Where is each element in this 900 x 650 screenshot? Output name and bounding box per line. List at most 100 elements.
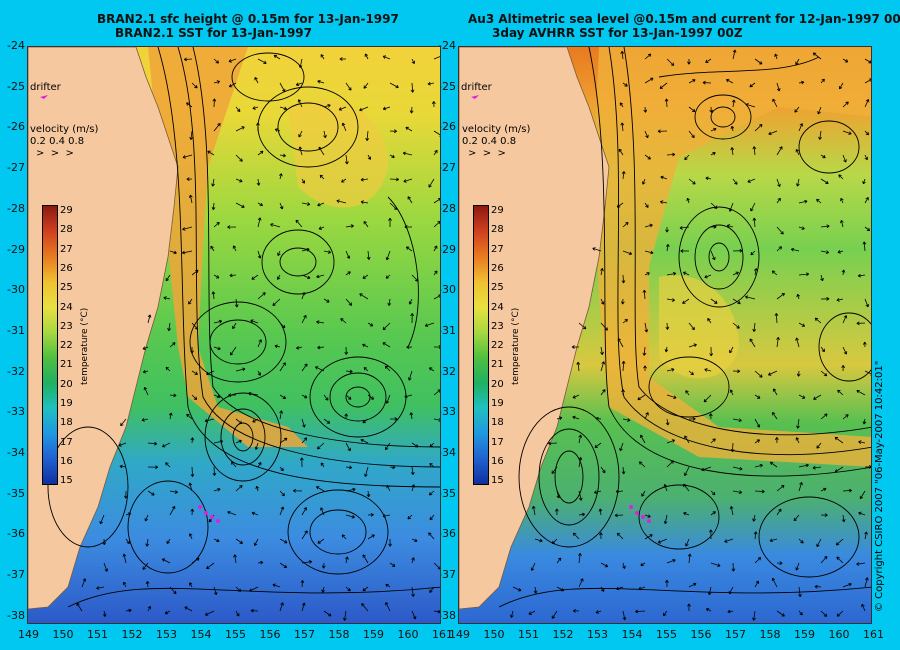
y-tick-label: -35 — [438, 486, 456, 500]
velocity-arrow — [641, 178, 646, 185]
velocity-arrow — [433, 345, 440, 349]
velocity-arrow — [212, 466, 217, 476]
velocity-arrow — [864, 531, 868, 540]
velocity-arrow — [274, 128, 281, 132]
x-tick-label: 159 — [363, 628, 384, 641]
velocity-arrow — [752, 610, 756, 621]
velocity-arrow — [732, 178, 738, 185]
velocity-arrow — [732, 298, 741, 305]
velocity-arrow — [169, 490, 178, 494]
velocity-arrow — [688, 322, 695, 331]
velocity-arrow — [81, 578, 87, 588]
velocity-arrow — [189, 130, 194, 141]
velocity-arrow — [228, 393, 237, 398]
velocity-arrow — [317, 79, 325, 84]
velocity-arrow — [732, 271, 739, 276]
velocity-arrow — [168, 412, 173, 420]
velocity-arrow — [344, 154, 349, 165]
velocity-arrow — [125, 512, 132, 516]
velocity-arrows — [76, 53, 440, 621]
sea-level-contours — [498, 47, 871, 608]
x-tick-label: 159 — [794, 628, 815, 641]
x-tick-label: 156 — [259, 628, 281, 641]
velocity-arrow — [279, 410, 284, 420]
velocity-arrow — [795, 337, 800, 348]
velocity-arrow — [389, 82, 399, 89]
velocity-arrow — [666, 394, 677, 399]
velocity-arrow — [323, 298, 330, 303]
velocity-arrow — [814, 317, 822, 324]
velocity-arrow — [211, 202, 216, 210]
velocity-arrow — [642, 289, 647, 300]
velocity-arrow — [820, 487, 827, 492]
y-tick-label: -30 — [438, 283, 456, 297]
velocity-arrow — [345, 224, 354, 228]
velocity-arrow — [345, 82, 352, 91]
velocity-arrow — [754, 370, 763, 378]
velocity-arrow — [754, 439, 760, 444]
velocity-arrow — [345, 298, 353, 306]
velocity-arrow — [726, 224, 734, 228]
velocity-arrow — [864, 130, 870, 136]
velocity-arrow — [730, 125, 735, 132]
velocity-arrow — [754, 463, 763, 468]
velocity-arrow — [864, 99, 870, 108]
velocity-arrow — [820, 370, 828, 377]
velocity-arrow — [593, 490, 602, 494]
velocity-arrow — [862, 241, 867, 252]
y-tick-label: -36 — [7, 527, 25, 541]
australia-coastline — [28, 47, 179, 610]
velocity-arrow — [776, 336, 780, 348]
velocity-arrow — [252, 418, 259, 423]
velocity-arrow — [315, 486, 325, 492]
right-title-line2: 3day AVHRR SST for 13-Jan-1997 00Z — [492, 26, 743, 40]
velocity-arrow — [188, 533, 193, 540]
velocity-arrow — [169, 393, 177, 398]
velocity-arrow — [145, 538, 150, 547]
velocity-arrow — [298, 146, 303, 156]
velocity-arrow — [776, 508, 782, 516]
velocity-arrow — [754, 123, 763, 132]
colorbar-tick-label: 16 — [491, 455, 504, 467]
x-tick-label: 150 — [52, 628, 74, 641]
velocity-arrow — [798, 80, 805, 85]
velocity-arrow — [235, 202, 245, 208]
velocity-arrow — [727, 609, 734, 614]
velocity-arrow — [257, 292, 266, 300]
velocity-arrow — [864, 370, 871, 376]
velocity-arrow — [433, 130, 440, 137]
velocity-arrow — [684, 466, 690, 477]
velocity-arrow — [798, 482, 803, 492]
velocity-arrow — [621, 389, 625, 396]
velocity-arrow — [407, 196, 413, 204]
x-tick-label: 155 — [225, 628, 246, 641]
velocity-arrow — [621, 171, 626, 180]
velocity-arrow — [362, 554, 369, 564]
velocity-arrow — [385, 442, 391, 451]
velocity-arrow — [385, 602, 391, 612]
velocity-arrow — [836, 610, 844, 617]
velocity-arrow — [813, 394, 822, 400]
velocity-arrow — [864, 58, 871, 64]
velocity-arrow — [622, 318, 628, 324]
velocity-arrow — [571, 345, 580, 349]
x-tick-label: 154 — [621, 628, 643, 641]
velocity-arrow — [858, 440, 866, 444]
velocity-arrow — [257, 339, 262, 348]
velocity-arrow — [732, 466, 743, 471]
velocity-arrow — [768, 130, 778, 136]
velocity-arrow — [389, 154, 395, 158]
velocity-arrow — [754, 268, 758, 276]
velocity-legend-left-arrows: > > > — [36, 148, 74, 159]
velocity-arrow — [164, 610, 171, 615]
velocity-arrow — [666, 439, 676, 444]
velocity-arrow — [840, 219, 844, 228]
velocity-arrow — [144, 514, 149, 522]
velocity-arrow — [600, 562, 609, 568]
velocity-arrow — [754, 418, 761, 428]
velocity-arrow — [816, 538, 822, 548]
velocity-arrow — [431, 101, 436, 108]
velocity-arrow — [142, 369, 149, 374]
velocity-arrow — [317, 202, 325, 207]
velocity-arrow — [663, 483, 668, 492]
